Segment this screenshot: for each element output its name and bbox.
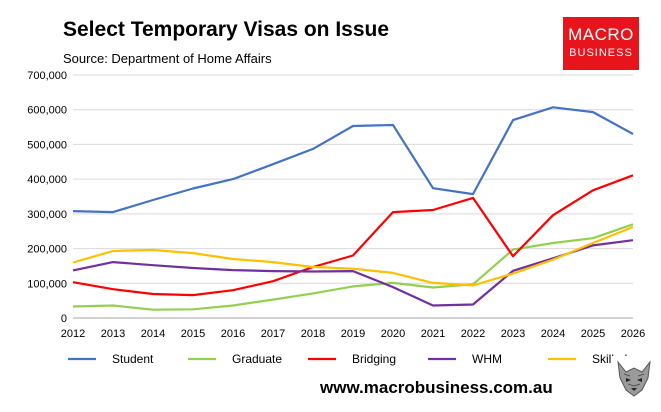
series-line-bridging: [72, 174, 634, 297]
series-line-graduate: [72, 223, 634, 311]
x-tick-label: 2023: [501, 328, 525, 340]
y-tick-label: 600,000: [27, 105, 67, 117]
y-tick-label: 700,000: [27, 70, 67, 82]
legend-label-bridging: Bridging: [352, 352, 396, 366]
x-tick-label: 2015: [181, 328, 205, 340]
y-tick-label: 200,000: [27, 244, 67, 256]
x-tick-label: 2021: [421, 328, 445, 340]
website-url: www.macrobusiness.com.au: [320, 378, 553, 397]
series-line-skilled: [72, 225, 634, 287]
x-tick-label: 2013: [101, 328, 125, 340]
legend-label-whm: WHM: [472, 352, 502, 366]
x-tick-label: 2026: [621, 328, 645, 340]
x-tick-label: 2018: [301, 328, 325, 340]
x-tick-label: 2014: [141, 328, 165, 340]
x-tick-label: 2016: [221, 328, 245, 340]
wolf-icon: [612, 356, 656, 400]
chart-title: Select Temporary Visas on Issue: [63, 18, 390, 41]
series-line-whm: [72, 239, 634, 307]
y-tick-label: 300,000: [27, 209, 67, 221]
chart-subtitle: Source: Department of Home Affairs: [63, 51, 272, 66]
series-line-student: [72, 106, 634, 214]
x-tick-label: 2019: [341, 328, 365, 340]
x-tick-label: 2025: [581, 328, 605, 340]
y-tick-label: 400,000: [27, 174, 67, 186]
legend-label-student: Student: [112, 352, 154, 366]
x-tick-label: 2017: [261, 328, 285, 340]
y-tick-label: 0: [61, 313, 67, 325]
y-tick-label: 100,000: [27, 278, 67, 290]
x-tick-label: 2012: [61, 328, 85, 340]
x-tick-label: 2020: [381, 328, 405, 340]
legend-label-graduate: Graduate: [232, 352, 282, 366]
macrobusiness-logo: MACRO BUSINESS: [563, 17, 639, 70]
x-tick-label: 2022: [461, 328, 485, 340]
logo-line-1: MACRO: [568, 25, 634, 44]
logo-line-2: BUSINESS: [569, 47, 633, 59]
y-tick-label: 500,000: [27, 139, 67, 151]
x-tick-label: 2024: [541, 328, 565, 340]
